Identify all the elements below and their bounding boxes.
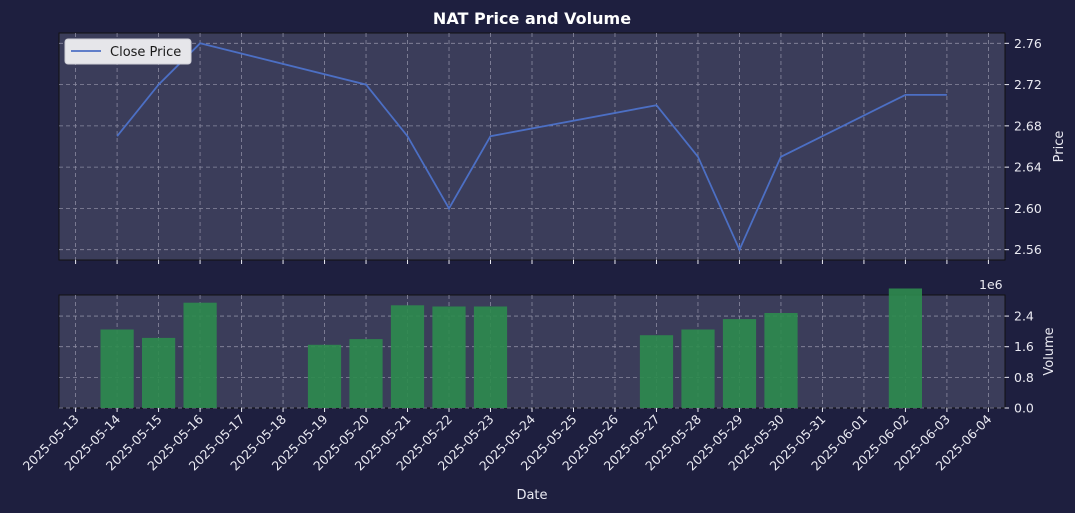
volume-bar: [100, 329, 134, 408]
price-y-tick-label: 2.72: [1014, 77, 1042, 92]
volume-y-tick-label: 1.6: [1014, 339, 1034, 354]
volume-x-ticks: 2025-05-132025-05-142025-05-152025-05-16…: [20, 408, 995, 473]
close-price-line: [116, 42, 947, 252]
close-price-series: [116, 42, 947, 252]
volume-bar: [142, 337, 176, 408]
volume-y-ticks: 0.0 0.8 1.6 2.4: [1005, 309, 1034, 416]
volume-bar: [888, 288, 922, 408]
volume-bar: [764, 313, 798, 408]
legend-label-close-price: Close Price: [110, 45, 181, 60]
legend-box: [64, 38, 192, 65]
legend: Close Price: [64, 38, 192, 65]
volume-bar: [639, 335, 674, 408]
volume-bar: [183, 302, 217, 408]
price-axes: 2.56 2.60 2.64 2.68 2.72 2.76 Price Close Pri…: [58, 32, 1067, 264]
volume-multiplier: 1e6: [979, 277, 1003, 292]
volume-y-tick-label: 0.8: [1014, 370, 1034, 385]
volume-bar: [390, 305, 425, 408]
price-grid: [59, 33, 1005, 260]
price-y-tick-label: 2.56: [1014, 242, 1042, 257]
price-y-tick-label: 2.76: [1014, 36, 1042, 51]
price-y-tick-label: 2.64: [1014, 160, 1042, 175]
price-x-ticks: [75, 260, 989, 264]
volume-bar: [432, 306, 466, 408]
price-y-label: Price: [1052, 131, 1067, 163]
volume-bars: [100, 288, 922, 408]
price-y-tick-label: 2.68: [1014, 118, 1042, 133]
volume-bar: [722, 319, 757, 408]
volume-bar: [681, 329, 715, 408]
volume-y-tick-label: 2.4: [1014, 309, 1034, 324]
volume-y-label: Volume: [1042, 327, 1057, 375]
price-y-ticks: 2.56 2.60 2.64 2.68 2.72 2.76: [1005, 36, 1042, 257]
volume-bar: [349, 339, 383, 408]
volume-bar: [473, 306, 508, 408]
price-y-tick-label: 2.60: [1014, 201, 1042, 216]
volume-axes: 0.0 0.8 1.6 2.4 2025-05-132025-05-142025-05…: [20, 277, 1057, 503]
chart-title: NAT Price and Volume: [433, 9, 631, 28]
x-axis-label: Date: [516, 488, 547, 503]
volume-y-tick-label: 0.0: [1014, 401, 1034, 416]
volume-bar: [307, 344, 342, 408]
